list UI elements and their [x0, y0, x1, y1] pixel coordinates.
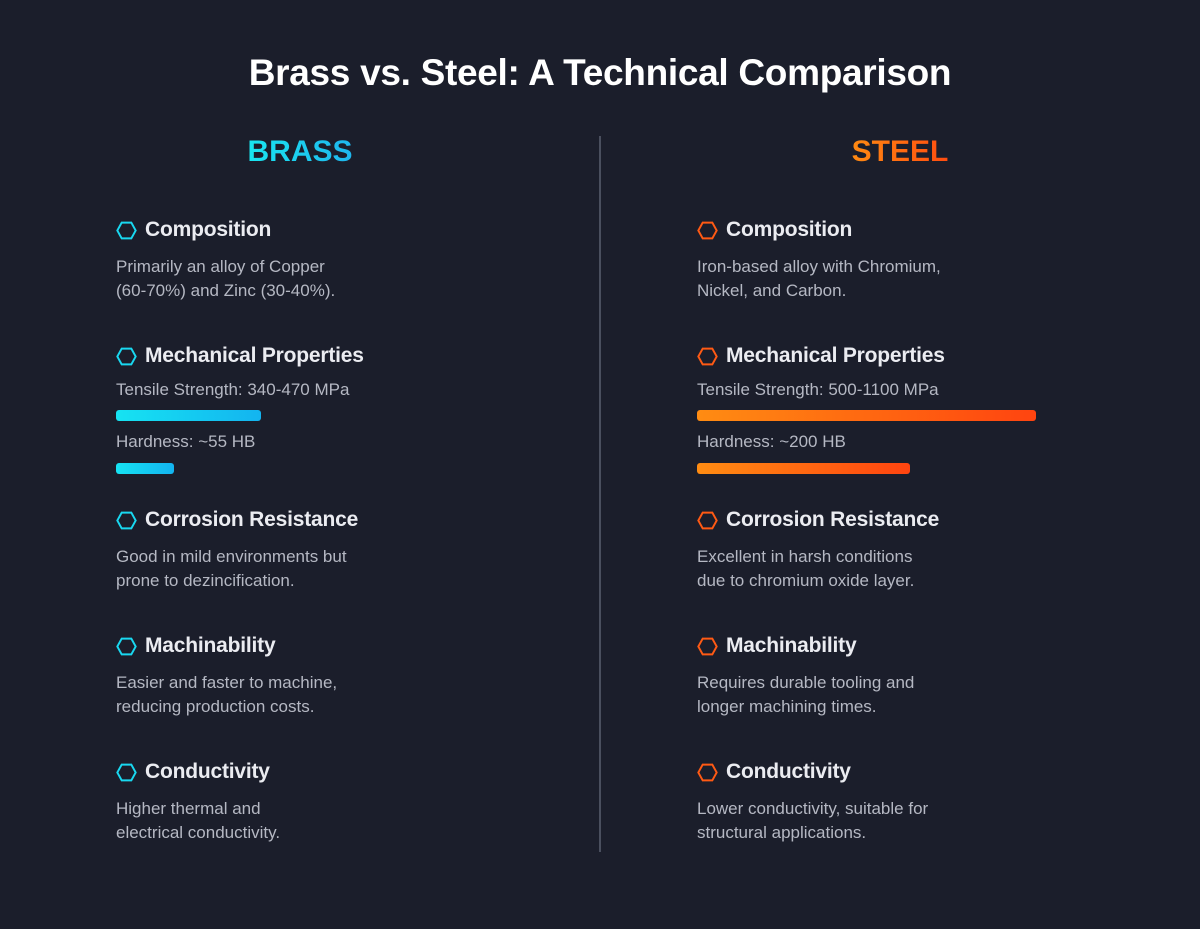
body-line: electrical conductivity. [116, 823, 281, 842]
section-title: Composition [145, 218, 272, 241]
brass-column: BRASS Composition Primarily an alloy of … [0, 135, 600, 845]
steel-machinability-section: Machinability Requires durable tooling a… [697, 633, 1137, 719]
body-line: structural applications. [697, 823, 867, 842]
hardness-bar [116, 463, 174, 474]
hardness-bar [697, 463, 910, 474]
hexagon-icon [116, 762, 137, 783]
steel-heading-text: STEEL [851, 135, 949, 168]
brass-conductivity-section: Conductivity Higher thermal and electric… [116, 759, 556, 845]
steel-conductivity-section: Conductivity Lower conductivity, suitabl… [697, 759, 1137, 845]
tensile-strength-bar [116, 410, 261, 421]
hexagon-icon [116, 510, 137, 531]
column-divider [599, 136, 601, 852]
section-body: Requires durable tooling and longer mach… [697, 671, 987, 719]
brass-heading-text: BRASS [247, 135, 353, 168]
body-line: Good in mild environments but [116, 547, 347, 566]
hexagon-icon [116, 220, 137, 241]
section-title: Machinability [145, 634, 276, 657]
brass-corrosion-section: Corrosion Resistance Good in mild enviro… [116, 507, 556, 593]
brass-composition-section: Composition Primarily an alloy of Copper… [116, 217, 556, 303]
section-title: Corrosion Resistance [726, 508, 940, 531]
body-line: Easier and faster to machine, [116, 673, 338, 692]
hardness-label: Hardness: ~55 HB [116, 432, 256, 451]
body-line: Iron-based alloy with Chromium, [697, 257, 941, 276]
body-line: prone to dezincification. [116, 571, 295, 590]
section-body: Primarily an alloy of Copper (60-70%) an… [116, 255, 406, 303]
section-body: Iron-based alloy with Chromium, Nickel, … [697, 255, 987, 303]
steel-mechanical-section: Mechanical Properties Tensile Strength: … [697, 343, 1137, 474]
brass-machinability-section: Machinability Easier and faster to machi… [116, 633, 556, 719]
section-title: Conductivity [726, 760, 851, 783]
body-line: due to chromium oxide layer. [697, 571, 915, 590]
section-title: Corrosion Resistance [145, 508, 359, 531]
section-body: Easier and faster to machine, reducing p… [116, 671, 406, 719]
body-line: reducing production costs. [116, 697, 315, 716]
brass-mechanical-section: Mechanical Properties Tensile Strength: … [116, 343, 556, 474]
hexagon-icon [697, 220, 718, 241]
section-title: Mechanical Properties [145, 344, 364, 367]
hexagon-icon [697, 346, 718, 367]
tensile-strength-label: Tensile Strength: 340-470 MPa [116, 380, 350, 399]
section-title: Machinability [726, 634, 857, 657]
section-body: Lower conductivity, suitable for structu… [697, 797, 987, 845]
body-line: longer machining times. [697, 697, 877, 716]
tensile-strength-bar [697, 410, 1036, 421]
body-line: Excellent in harsh conditions [697, 547, 913, 566]
hexagon-icon [116, 636, 137, 657]
section-body: Higher thermal and electrical conductivi… [116, 797, 406, 845]
steel-heading: STEEL [600, 135, 1200, 169]
body-line: Higher thermal and [116, 799, 261, 818]
body-line: Nickel, and Carbon. [697, 281, 847, 300]
brass-heading: BRASS [0, 135, 600, 169]
body-line: Primarily an alloy of Copper [116, 257, 325, 276]
hexagon-icon [116, 346, 137, 367]
section-title: Conductivity [145, 760, 270, 783]
steel-composition-section: Composition Iron-based alloy with Chromi… [697, 217, 1137, 303]
hexagon-icon [697, 510, 718, 531]
section-body: Excellent in harsh conditions due to chr… [697, 545, 987, 593]
tensile-strength-label: Tensile Strength: 500-1100 MPa [697, 380, 939, 399]
body-line: (60-70%) and Zinc (30-40%). [116, 281, 336, 300]
hexagon-icon [697, 762, 718, 783]
section-title: Composition [726, 218, 853, 241]
hexagon-icon [697, 636, 718, 657]
steel-column: STEEL Composition Iron-based alloy with … [600, 0, 1200, 929]
body-line: Requires durable tooling and [697, 673, 915, 692]
section-title: Mechanical Properties [726, 344, 945, 367]
hardness-label: Hardness: ~200 HB [697, 432, 846, 451]
page-title: Brass vs. Steel: A Technical Comparison [248, 52, 952, 93]
body-line: Lower conductivity, suitable for [697, 799, 929, 818]
steel-corrosion-section: Corrosion Resistance Excellent in harsh … [697, 507, 1137, 593]
section-body: Good in mild environments but prone to d… [116, 545, 406, 593]
